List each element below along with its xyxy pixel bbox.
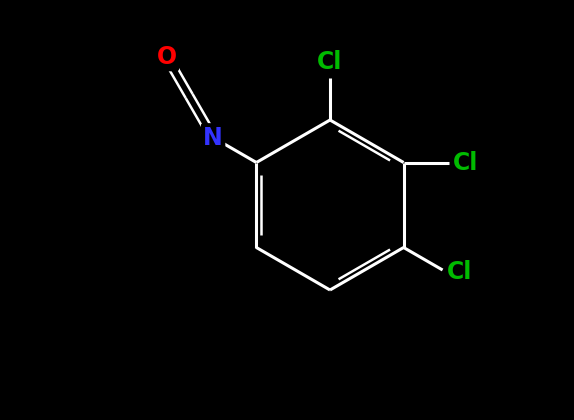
Text: Cl: Cl <box>317 50 343 74</box>
Text: O: O <box>157 45 177 69</box>
Text: Cl: Cl <box>447 260 472 284</box>
Text: Cl: Cl <box>453 150 478 174</box>
Text: N: N <box>203 126 223 150</box>
